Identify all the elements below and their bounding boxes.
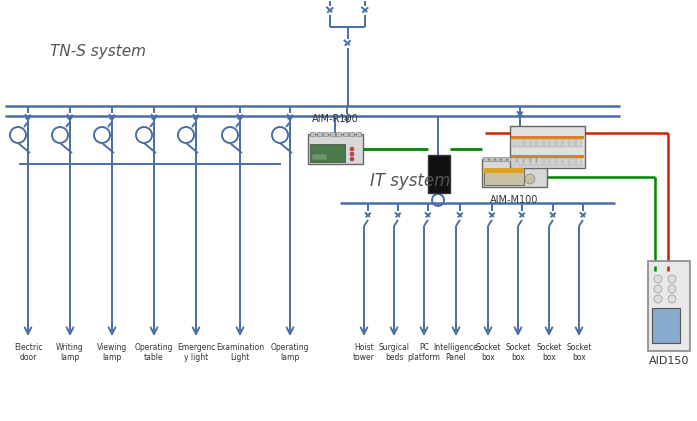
Bar	[336, 132, 341, 136]
Text: AIM-M100: AIM-M100	[490, 195, 538, 205]
Circle shape	[668, 295, 676, 303]
Text: Surgical
beds: Surgical beds	[378, 343, 410, 362]
Bar	[563, 139, 569, 147]
Bar	[544, 139, 549, 147]
Bar	[550, 139, 556, 147]
Circle shape	[350, 147, 354, 151]
Text: Socket
box: Socket box	[505, 343, 530, 362]
Bar	[537, 157, 542, 161]
Bar	[511, 139, 516, 147]
Bar	[576, 139, 581, 147]
Bar	[537, 158, 542, 166]
Circle shape	[525, 174, 535, 184]
Circle shape	[668, 275, 676, 283]
Text: Writing
lamp: Writing lamp	[56, 343, 84, 362]
Bar	[484, 168, 524, 173]
Text: Socket
box: Socket box	[475, 343, 500, 362]
Text: Examination
Light: Examination Light	[216, 343, 264, 362]
Bar	[517, 139, 523, 147]
Bar	[323, 132, 328, 136]
Text: AID150: AID150	[649, 356, 689, 366]
Bar	[513, 157, 518, 161]
Text: Viewing
lamp: Viewing lamp	[97, 343, 127, 362]
Text: IT system: IT system	[370, 172, 450, 190]
Text: Intelligence
Panel: Intelligence Panel	[434, 343, 478, 362]
Text: Socket
box: Socket box	[566, 343, 592, 362]
Bar	[507, 157, 512, 161]
Bar	[563, 158, 569, 166]
Bar	[330, 132, 335, 136]
Circle shape	[350, 157, 354, 161]
Bar	[511, 136, 584, 139]
Bar	[349, 132, 354, 136]
Bar	[530, 158, 536, 166]
Bar	[648, 261, 690, 351]
Bar	[342, 132, 348, 136]
Bar	[550, 158, 556, 166]
Bar	[355, 132, 360, 136]
Bar	[484, 169, 524, 185]
Bar	[310, 144, 345, 162]
Circle shape	[654, 275, 662, 283]
Circle shape	[350, 152, 354, 156]
Bar	[308, 134, 363, 164]
Text: Socket
box: Socket box	[536, 343, 562, 362]
Circle shape	[654, 285, 662, 293]
Bar	[316, 132, 321, 136]
Bar	[556, 139, 562, 147]
Bar	[511, 155, 584, 158]
Bar	[312, 154, 327, 160]
Bar	[525, 157, 530, 161]
Bar	[517, 158, 523, 166]
Text: Operating
lamp: Operating lamp	[270, 343, 309, 362]
Text: Hoist
tower: Hoist tower	[353, 343, 375, 362]
Bar	[428, 155, 450, 193]
Bar	[531, 157, 536, 161]
Bar	[537, 139, 542, 147]
Text: Electric
door: Electric door	[14, 343, 43, 362]
Bar	[483, 157, 488, 161]
Bar	[519, 157, 524, 161]
Bar	[510, 126, 585, 168]
Text: PC
platform: PC platform	[408, 343, 441, 362]
Bar	[556, 158, 562, 166]
Bar	[511, 158, 516, 166]
Bar	[524, 158, 530, 166]
Bar	[501, 157, 506, 161]
Bar	[576, 158, 581, 166]
Bar	[495, 157, 500, 161]
Bar	[544, 158, 549, 166]
Text: Operating
table: Operating table	[135, 343, 174, 362]
Circle shape	[668, 285, 676, 293]
Text: TN-S system: TN-S system	[50, 43, 146, 59]
Bar	[482, 159, 547, 187]
Bar	[310, 132, 315, 136]
Bar	[530, 139, 536, 147]
Bar	[489, 157, 494, 161]
Bar	[569, 158, 575, 166]
Bar	[524, 139, 530, 147]
Text: AIM-R100: AIM-R100	[312, 114, 358, 124]
Bar	[569, 139, 575, 147]
Text: Emergenc
y light: Emergenc y light	[177, 343, 215, 362]
Bar	[652, 308, 680, 343]
Circle shape	[654, 295, 662, 303]
